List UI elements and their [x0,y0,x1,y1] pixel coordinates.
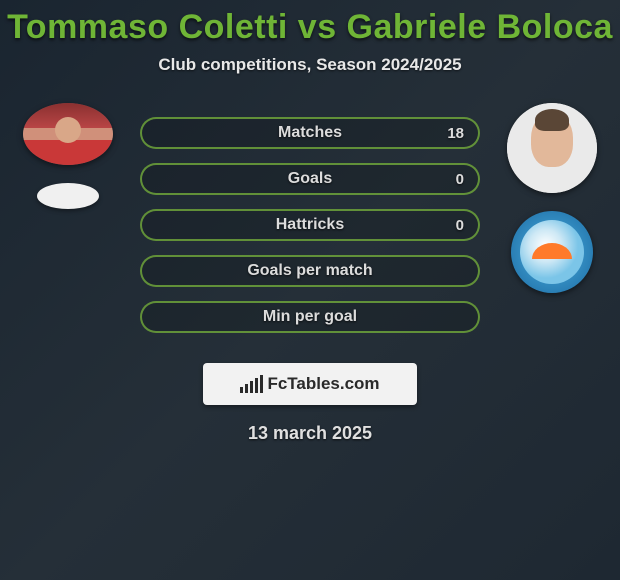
player-left-face-icon [23,103,113,165]
stat-rows: Matches 18 Goals 0 Hattricks 0 Goals per… [140,117,480,333]
stat-label: Goals [142,170,478,188]
brand-name: FcTables.com [267,374,379,394]
stat-row: Hattricks 0 [140,209,480,241]
stat-value-right: 0 [456,171,464,188]
stat-label: Matches [142,124,478,142]
stat-row: Goals per match [140,255,480,287]
player-left-column [8,103,128,209]
subtitle: Club competitions, Season 2024/2025 [0,55,620,75]
stat-label: Goals per match [142,262,478,280]
player-right-avatar [507,103,597,193]
date-label: 13 march 2025 [0,423,620,444]
stat-value-right: 18 [447,125,464,142]
stat-row: Matches 18 [140,117,480,149]
stats-area: Matches 18 Goals 0 Hattricks 0 Goals per… [0,103,620,353]
stat-row: Min per goal [140,301,480,333]
player-right-column [492,103,612,293]
comparison-card: Tommaso Coletti vs Gabriele Boloca Club … [0,0,620,444]
stat-label: Hattricks [142,216,478,234]
player-right-club-badge [511,211,593,293]
stat-value-right: 0 [456,217,464,234]
player-left-club-badge [37,183,99,209]
brand-footer: FcTables.com [203,363,417,405]
page-title: Tommaso Coletti vs Gabriele Boloca [0,8,620,47]
stat-label: Min per goal [142,308,478,326]
player-left-avatar [23,103,113,165]
bars-icon [240,375,263,393]
stat-row: Goals 0 [140,163,480,195]
player-right-face-icon [507,103,597,193]
